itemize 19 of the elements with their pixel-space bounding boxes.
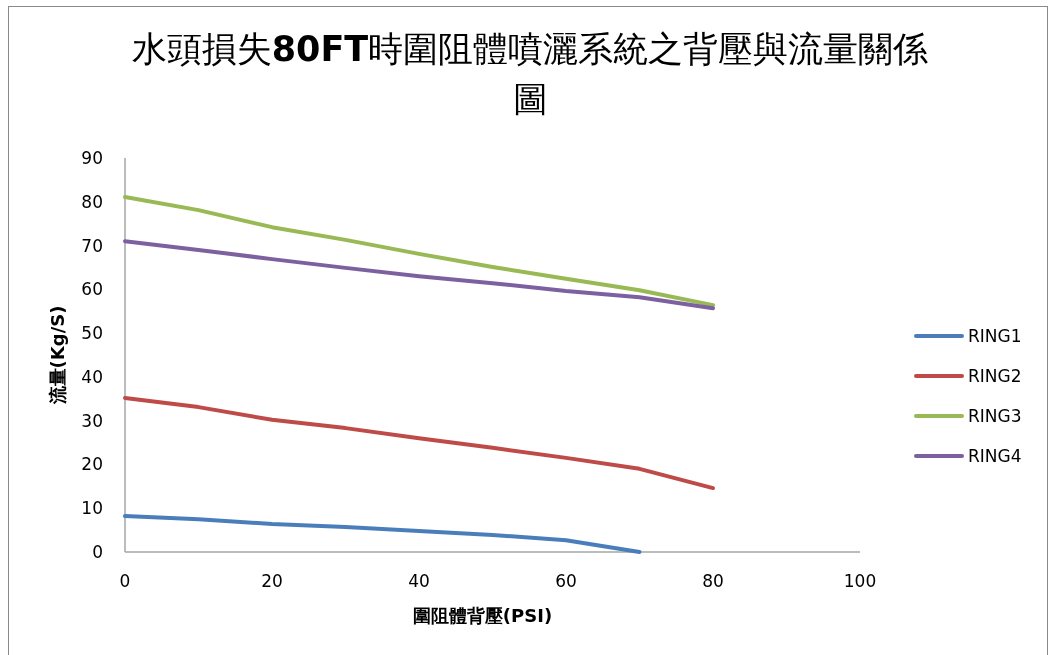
ytick: 40 (81, 366, 103, 387)
ytick: 30 (81, 410, 103, 431)
ytick: 70 (81, 235, 103, 256)
ytick: 60 (81, 279, 103, 300)
ytick: 80 (81, 191, 103, 212)
xtick: 100 (843, 571, 877, 591)
xtick: 60 (555, 571, 577, 591)
xlabel: 圍阻體背壓(PSI) (412, 605, 553, 626)
xtick: 20 (261, 571, 283, 591)
ytick: 20 (81, 454, 103, 475)
xtick: 80 (702, 571, 724, 591)
ytick: 0 (92, 542, 103, 562)
ytick: 90 (81, 148, 103, 168)
xtick: 0 (119, 571, 131, 591)
title: 水頭損失80FT時圍阻體噴灑系統之背壓與流量關係圖 (130, 28, 930, 121)
ytick: 50 (81, 323, 103, 344)
xtick: 40 (408, 571, 430, 591)
ylabel: 流量(Kg/S) (47, 305, 68, 405)
ytick: 10 (81, 498, 103, 519)
